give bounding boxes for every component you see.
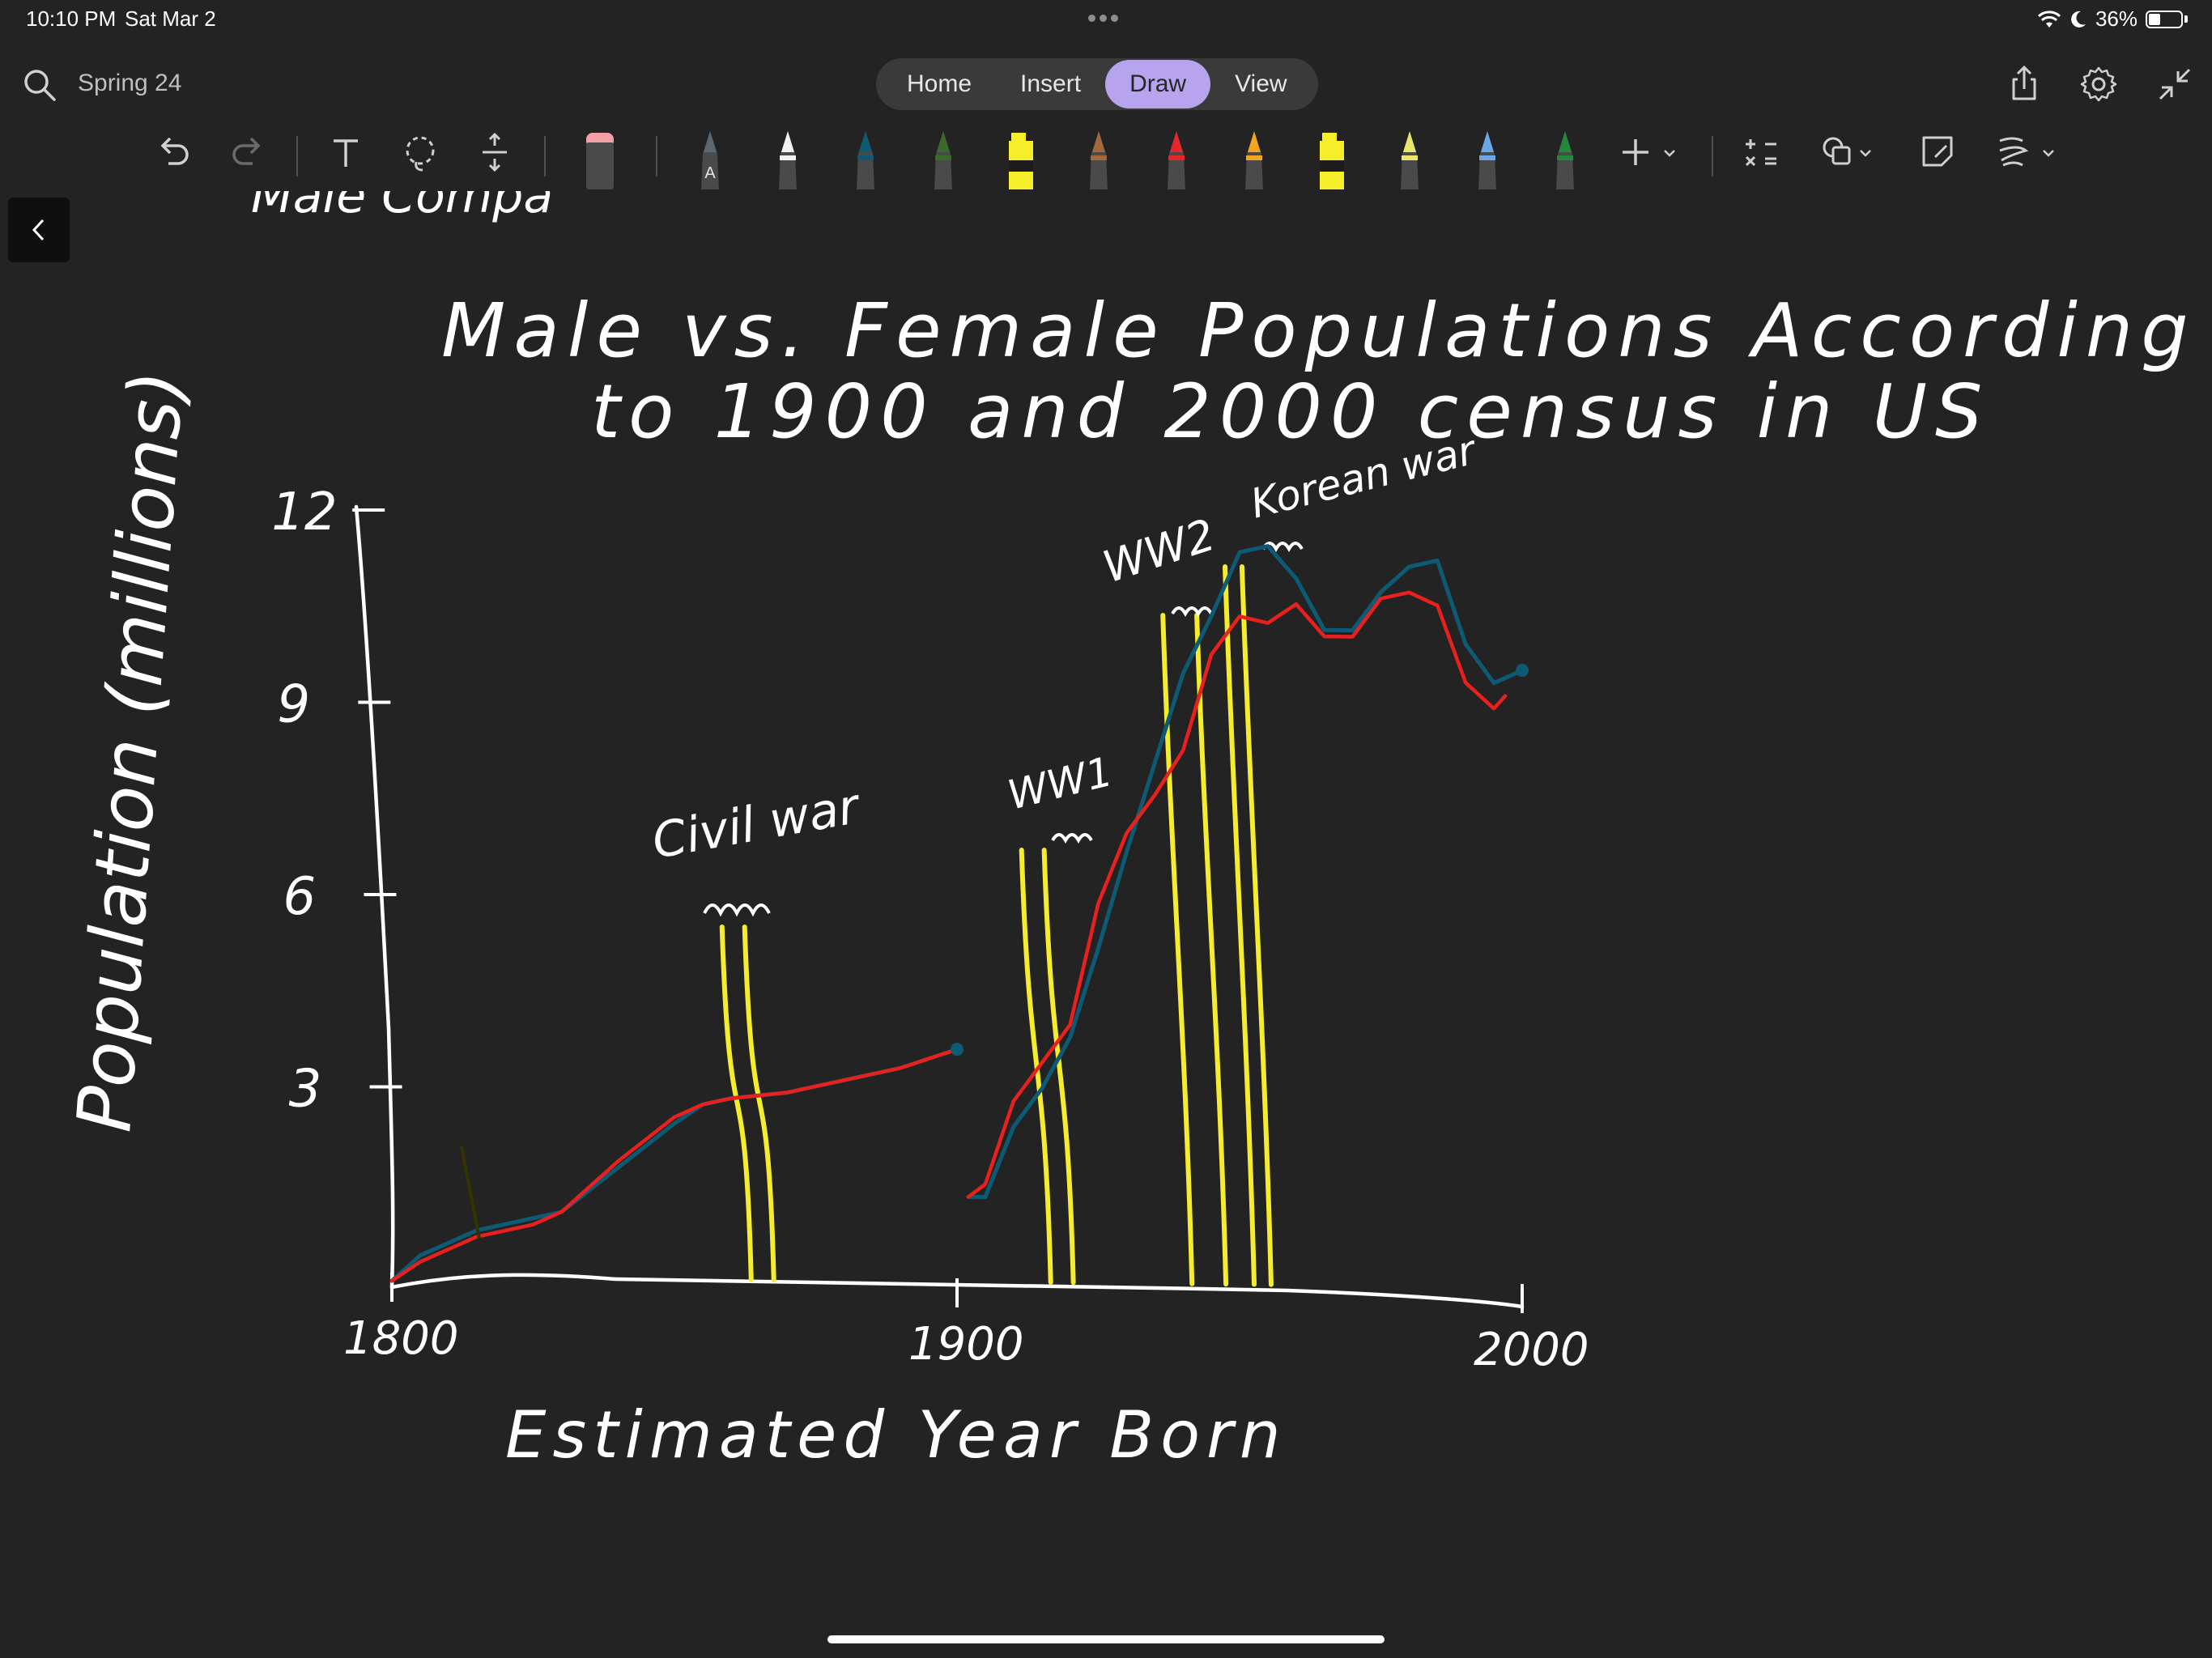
stray-ink-stroke [460,1146,481,1239]
x-axis-ticks: 1800 1900 2000 [343,1273,1589,1376]
toolbar-divider [1712,136,1713,176]
ink-layer: Male Compa Male vs. Female Populations A… [61,191,2197,1473]
war-labels: Civil war WW1 WW2 Korean war [648,426,1482,917]
eraser-icon[interactable] [580,128,620,189]
x-axis-label: Estimated Year Born [505,1397,1287,1473]
redo-icon[interactable] [227,128,267,176]
war-marker-line [1239,564,1274,1287]
y-tick-label: 9 [277,675,310,735]
pen-10[interactable] [1389,128,1430,189]
undo-icon[interactable] [154,128,194,176]
red-series-line [389,1047,959,1283]
series-end-dot [1516,664,1529,678]
x-axis [389,1273,1525,1309]
pen-3[interactable] [845,128,886,189]
pen-label: A [704,164,716,182]
status-indicators: 36% [2037,6,2188,32]
cut-off-heading: Male Compa [251,191,553,224]
pen-8[interactable] [1234,128,1274,189]
highlighter-5[interactable] [1001,128,1041,189]
ink-to-shape-icon[interactable] [1917,128,1958,176]
war-marker-line [719,925,754,1282]
status-time: 10:10 PM [26,6,117,31]
y-axis [354,504,395,1290]
war-marker-line [1019,848,1053,1285]
ink-to-text-icon[interactable] [1993,128,2066,176]
status-bar: 10:10 PM Sat Mar 2 36% [0,0,2212,39]
multitasking-dots-icon[interactable] [1088,11,1122,26]
insert-space-icon[interactable] [474,128,515,176]
home-indicator[interactable] [827,1635,1385,1643]
war-marker-line [1041,848,1076,1286]
war-marker-line [1194,613,1229,1287]
share-icon[interactable] [2003,63,2045,105]
back-button[interactable] [8,198,70,262]
x-tick-label: 2000 [1474,1324,1589,1376]
search-icon[interactable] [21,66,58,104]
y-axis-label: Population (millions) [61,368,200,1134]
squiggle-mark [1171,606,1213,618]
ww1-label: WW1 [1003,748,1117,819]
note-title-line2: to 1900 and 2000 census in US [591,368,1990,455]
ww2-label: WW2 [1097,509,1222,593]
toolbar-divider [544,136,546,176]
pen-7[interactable] [1156,128,1197,189]
x-tick-label: 1800 [343,1312,459,1365]
y-axis-ticks: 3 6 9 12 [271,483,402,1120]
moon-icon [2071,11,2086,28]
status-date: Sat Mar 2 [125,6,216,31]
y-tick-label: 6 [283,867,316,927]
ribbon-tabs: Home Insert Draw View [876,58,1318,110]
pen-12[interactable] [1545,128,1585,189]
note-title-line1: Male vs. Female Populations According [441,287,2197,374]
settings-gear-icon[interactable] [2078,63,2120,105]
y-tick-label: 3 [289,1060,322,1120]
math-icon[interactable] [1741,128,1781,176]
battery-icon [2146,10,2183,28]
teal-series-line [966,544,1525,1200]
tab-draw[interactable]: Draw [1105,60,1211,108]
pen-6[interactable] [1078,128,1119,189]
toolbar-divider [296,136,298,176]
battery-tip [2184,15,2188,23]
notebook-title[interactable]: Spring 24 [78,70,182,96]
series-end-dot [951,1043,963,1056]
add-icon[interactable] [1618,128,1682,176]
squiggle-mark [1261,542,1304,553]
toolbar-divider [656,136,657,176]
squiggle-mark [703,903,771,917]
pen-1[interactable]: A [690,128,730,189]
pen-4[interactable] [923,128,963,189]
note-canvas[interactable]: Male Compa Male vs. Female Populations A… [0,191,2212,1616]
lasso-icon[interactable] [400,128,440,176]
chevron-left-icon [32,219,45,241]
y-tick-label: 12 [271,483,337,542]
tab-insert[interactable]: Insert [1020,70,1082,97]
red-series-line [966,590,1508,1199]
collapse-icon[interactable] [2154,63,2196,105]
battery-percent: 36% [2095,6,2138,31]
header: Spring 24 Home Insert Draw View [0,52,2212,117]
shapes-icon[interactable] [1819,128,1883,176]
war-markers [719,564,1274,1287]
squiggle-mark [1051,833,1093,844]
pen-11[interactable] [1467,128,1508,189]
tab-home[interactable]: Home [907,70,972,97]
war-marker-line [1223,564,1257,1287]
pen-2[interactable] [768,128,808,189]
text-icon[interactable] [325,128,366,176]
teal-series-line [389,1047,959,1283]
highlighter-9[interactable] [1312,128,1352,189]
population-series [389,544,1529,1283]
war-marker-line [1160,613,1195,1286]
draw-toolbar: A [0,121,2212,189]
x-tick-label: 1900 [908,1318,1024,1371]
wifi-icon [2037,10,2061,28]
war-marker-line [742,925,776,1282]
tab-view[interactable]: View [1235,70,1287,97]
civil-war-label: Civil war [648,778,866,870]
